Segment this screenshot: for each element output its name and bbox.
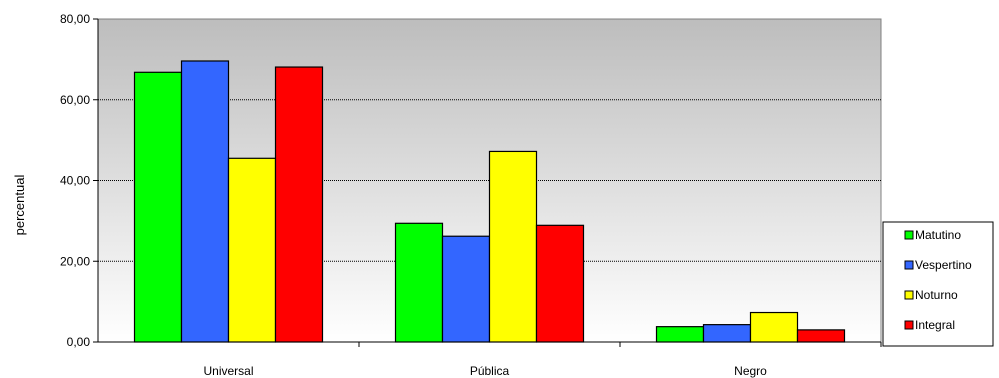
bar-integral-2 [796,329,846,343]
y-axis-title: percentual [12,175,27,236]
y-tick-label: 60,00 [60,93,90,107]
x-tick-label: Pública [470,364,510,378]
legend-label-matutino: Matutino [915,228,961,242]
legend-label-vespertino: Vespertino [915,258,972,272]
bar-integral-0 [274,66,324,343]
y-tick-label: 20,00 [60,254,90,268]
bar-noturno-1 [488,150,538,343]
bars [133,60,846,343]
y-ticks: 0,00 20,00 40,00 60,00 80,00 [60,12,98,349]
x-tick-label: Negro [734,364,767,378]
legend-label-noturno: Noturno [915,288,958,302]
legend-swatch-integral [904,320,914,330]
bar-matutino-1 [394,222,444,343]
y-tick-label: 0,00 [67,335,91,349]
bar-matutino-2 [655,326,705,343]
x-ticks: Universal Pública Negro [203,342,882,378]
bar-matutino-0 [133,71,183,343]
y-tick-label: 40,00 [60,174,90,188]
legend-swatch-vespertino [904,260,914,270]
bar-noturno-2 [749,311,799,343]
bar-vespertino-2 [702,324,752,343]
legend: Matutino Vespertino Noturno Integral [882,221,994,347]
legend-swatch-noturno [904,290,914,300]
bar-integral-1 [535,224,585,343]
bar-vespertino-1 [441,235,491,343]
bar-noturno-0 [227,157,277,343]
legend-box [882,221,994,347]
bar-vespertino-0 [180,60,230,343]
legend-label-integral: Integral [915,318,955,332]
legend-swatch-matutino [904,230,914,240]
y-tick-label: 80,00 [60,12,90,26]
x-tick-label: Universal [203,364,253,378]
